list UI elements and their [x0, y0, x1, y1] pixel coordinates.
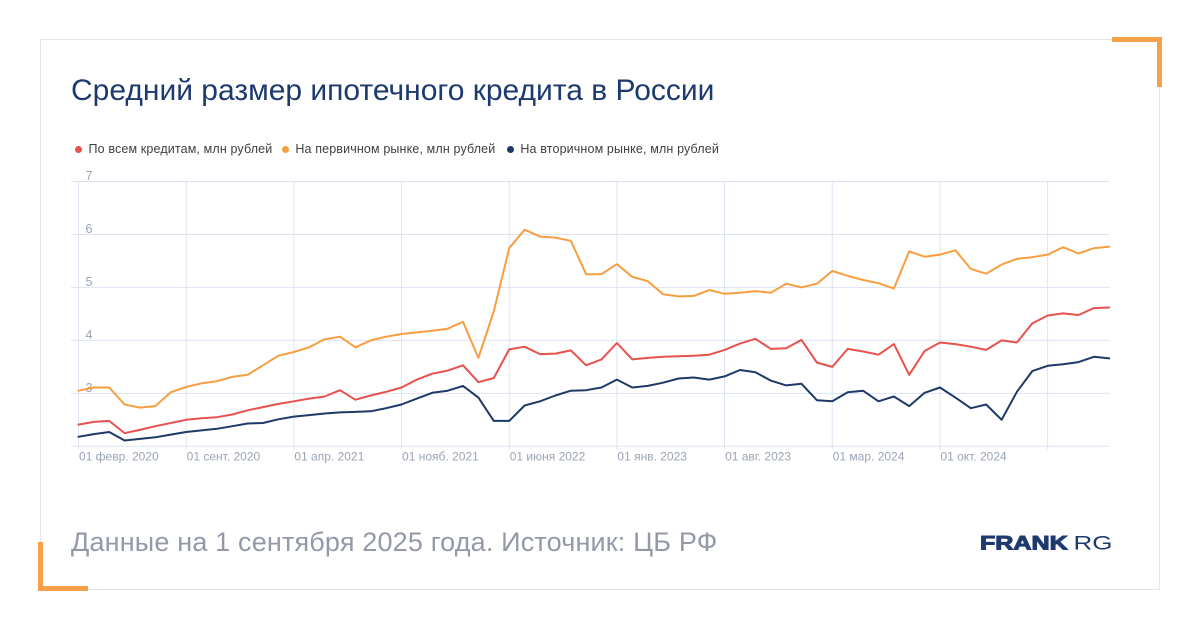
svg-text:01 мар. 2024: 01 мар. 2024 [833, 450, 905, 464]
svg-text:RG: RG [1074, 532, 1113, 554]
svg-text:01 сент. 2020: 01 сент. 2020 [187, 450, 261, 464]
svg-text:01 авг. 2023: 01 авг. 2023 [725, 450, 791, 464]
svg-text:01 июня 2022: 01 июня 2022 [510, 450, 586, 464]
svg-text:01 окт. 2024: 01 окт. 2024 [940, 450, 1007, 464]
svg-text:FRANK: FRANK [980, 532, 1068, 553]
svg-text:01 апр. 2021: 01 апр. 2021 [294, 450, 364, 464]
svg-text:01 февр. 2020: 01 февр. 2020 [79, 450, 159, 464]
svg-text:7: 7 [86, 169, 93, 183]
svg-text:6: 6 [86, 222, 93, 236]
svg-text:4: 4 [86, 328, 93, 342]
svg-text:5: 5 [86, 275, 93, 289]
svg-text:01 нояб. 2021: 01 нояб. 2021 [402, 450, 479, 464]
svg-text:01 янв. 2023: 01 янв. 2023 [617, 450, 687, 464]
